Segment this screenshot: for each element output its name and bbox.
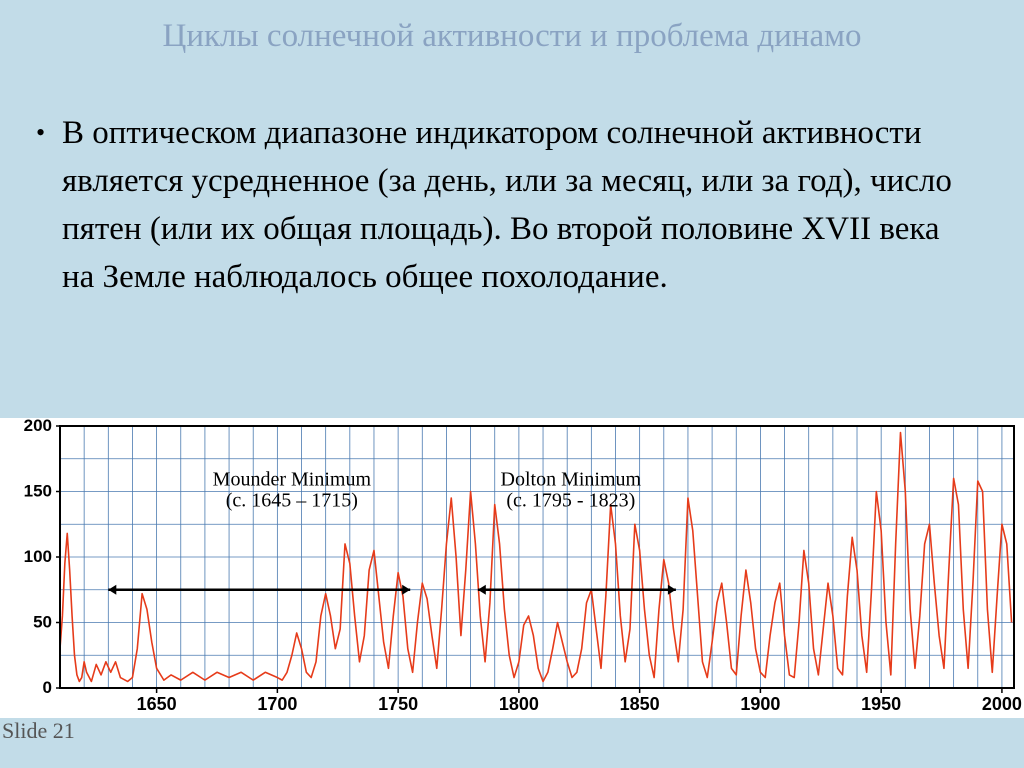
svg-text:1950: 1950: [861, 694, 901, 714]
body-text: • В оптическом диапазоне индикатором сол…: [62, 110, 962, 301]
bullet-dot: •: [36, 114, 45, 152]
svg-text:1700: 1700: [257, 694, 297, 714]
svg-text:1800: 1800: [499, 694, 539, 714]
svg-text:0: 0: [43, 678, 52, 697]
page-title: Циклы солнечной активности и проблема ди…: [0, 18, 1024, 55]
body-text-content: В оптическом диапазоне индикатором солне…: [62, 115, 952, 295]
svg-text:2000: 2000: [982, 694, 1022, 714]
svg-text:(c. 1795 - 1823): (c. 1795 - 1823): [506, 489, 635, 511]
svg-text:1900: 1900: [740, 694, 780, 714]
chart-svg: Mounder Minimum(c. 1645 – 1715) Dolton Mi…: [0, 418, 1024, 718]
svg-text:50: 50: [33, 613, 52, 632]
svg-text:Mounder Minimum: Mounder Minimum: [213, 468, 372, 490]
svg-text:(c. 1645 – 1715): (c. 1645 – 1715): [226, 489, 358, 511]
svg-text:150: 150: [24, 482, 52, 501]
sunspot-chart: Mounder Minimum(c. 1645 – 1715) Dolton Mi…: [0, 418, 1024, 718]
svg-text:1750: 1750: [378, 694, 418, 714]
svg-text:1850: 1850: [620, 694, 660, 714]
svg-text:Dolton Minimum: Dolton Minimum: [501, 468, 642, 490]
slide-number: Slide 21: [2, 718, 75, 744]
svg-text:1650: 1650: [137, 694, 177, 714]
svg-text:100: 100: [24, 547, 52, 566]
svg-text:200: 200: [24, 418, 52, 435]
